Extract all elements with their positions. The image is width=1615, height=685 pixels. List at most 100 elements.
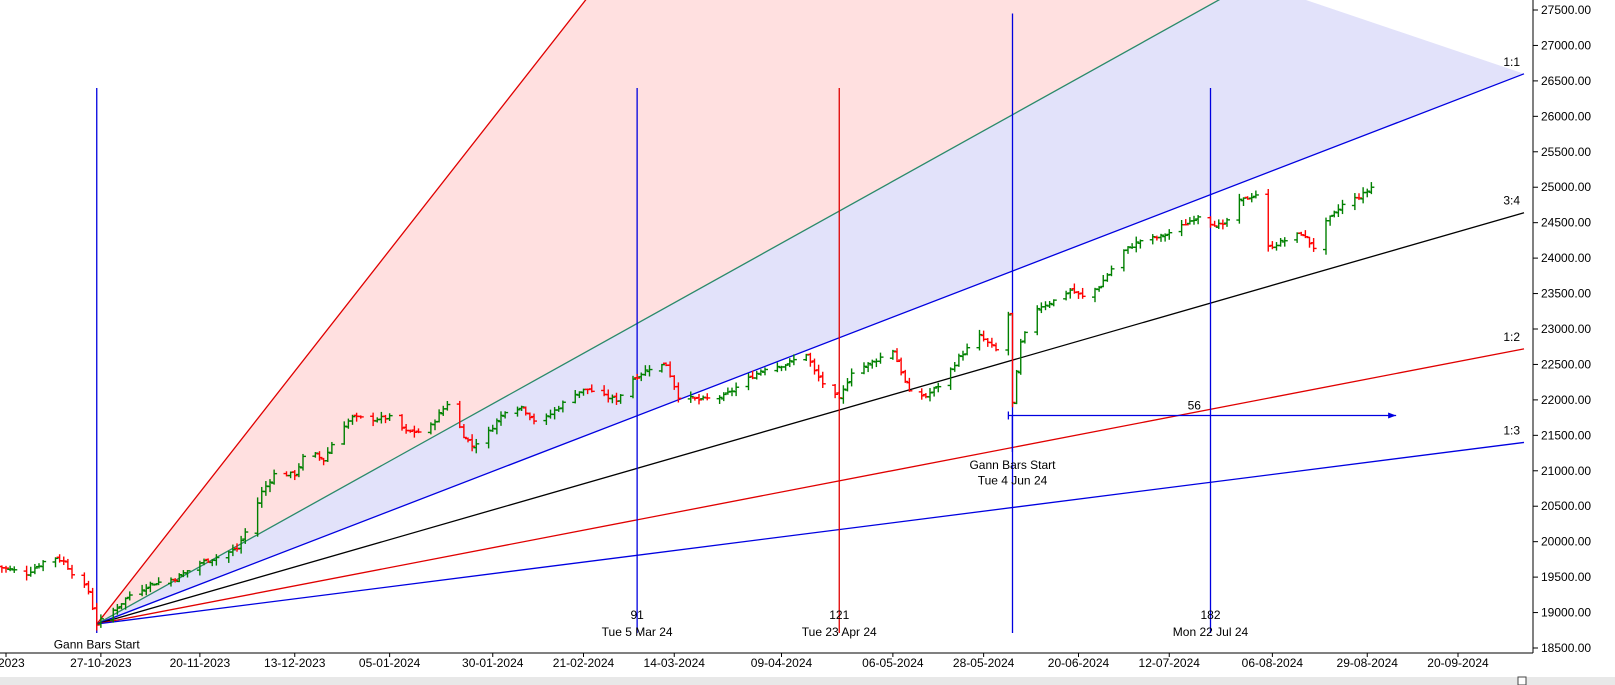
price-bar — [176, 573, 183, 583]
fan-ray-5 — [96, 441, 1525, 625]
price-bar — [514, 406, 521, 417]
price-bar — [1356, 193, 1362, 201]
x-tick-label: 09-04-2024 — [751, 656, 813, 670]
x-tick-label: 29-08-2024 — [1337, 656, 1399, 670]
price-bar — [324, 447, 331, 462]
price-bar — [861, 362, 867, 375]
price-bar — [114, 603, 121, 615]
time-line-date: Mon 22 Jul 24 — [1173, 625, 1249, 639]
price-bar — [469, 434, 476, 452]
price-bar — [964, 343, 971, 356]
price-bar — [1277, 237, 1284, 247]
price-bar — [415, 428, 422, 434]
x-tick-label: 20-11-2023 — [170, 656, 231, 670]
price-bar — [357, 415, 364, 419]
price-bar — [696, 393, 702, 405]
price-bar — [1178, 220, 1185, 237]
price-bar — [1166, 229, 1173, 240]
x-tick-label: 13-12-2023 — [264, 656, 326, 670]
price-bar — [931, 386, 938, 397]
y-tick-label: 25000.00 — [1541, 180, 1591, 194]
price-bar — [894, 348, 900, 363]
price-bar — [1017, 338, 1024, 375]
price-bar — [753, 370, 760, 380]
price-bar — [1129, 243, 1136, 249]
price-bar — [865, 362, 872, 373]
price-bar — [976, 329, 983, 351]
fan-rays — [96, 0, 1525, 625]
price-bar — [993, 342, 999, 352]
price-bar — [1162, 233, 1169, 242]
price-bar — [1207, 216, 1214, 228]
price-bar — [1005, 311, 1012, 356]
price-bar — [1298, 231, 1305, 236]
price-bar — [1339, 199, 1346, 215]
price-bar — [848, 368, 855, 387]
price-bar — [782, 364, 789, 371]
fan-ray-label: 3:4 — [1503, 194, 1520, 208]
price-bar — [716, 395, 723, 404]
y-tick-label: 24000.00 — [1541, 251, 1591, 265]
y-tick-label: 23500.00 — [1541, 287, 1591, 301]
price-bar — [877, 352, 884, 364]
price-bar — [60, 556, 67, 566]
price-bar — [786, 358, 793, 368]
y-tick-label: 23000.00 — [1541, 322, 1591, 336]
price-bar — [172, 578, 179, 583]
x-tick-label: 14-03-2024 — [644, 656, 706, 670]
price-bar — [609, 394, 616, 404]
price-bar — [155, 577, 162, 586]
fan-ray-label: 1:3 — [1503, 423, 1520, 437]
price-bar — [242, 528, 249, 544]
annotation-text: Gann Bars Start — [969, 458, 1056, 472]
price-bar — [52, 557, 59, 568]
price-bar — [1108, 265, 1115, 277]
price-bar — [386, 413, 393, 421]
price-bar — [898, 357, 905, 376]
price-bar — [184, 570, 191, 578]
price-bar — [1368, 182, 1375, 195]
price-bar — [844, 378, 851, 392]
price-bar — [312, 452, 319, 458]
price-bar — [201, 558, 207, 566]
price-bar — [811, 358, 818, 375]
time-line-count: 182 — [1200, 608, 1220, 622]
price-bar — [97, 614, 104, 628]
price-bar — [3, 565, 9, 573]
price-bar — [807, 352, 814, 367]
price-bar — [951, 361, 958, 372]
measure-arrow-head — [1388, 412, 1397, 419]
x-tick-label: 20-09-2024 — [1427, 656, 1489, 670]
price-bar — [1219, 219, 1226, 230]
price-bar — [1050, 299, 1057, 307]
price-bar — [139, 584, 146, 597]
x-tick-label: 21-02-2024 — [553, 656, 615, 670]
price-bar — [143, 584, 150, 596]
x-tick-label: 28-05-2024 — [953, 656, 1015, 670]
price-bar — [1137, 239, 1144, 249]
x-tick-label: 05-01-2024 — [359, 656, 421, 670]
price-bar — [1034, 305, 1041, 336]
price-bar — [1265, 188, 1272, 252]
price-bar — [1360, 187, 1367, 204]
price-bar — [745, 373, 752, 391]
measure-arrow — [1007, 411, 1397, 452]
price-bar — [300, 453, 306, 471]
annotation-text: Gann Bars Start — [54, 637, 141, 651]
time-line-count: 91 — [630, 608, 644, 622]
price-bar — [543, 413, 550, 425]
price-bar — [687, 391, 694, 403]
y-tick-label: 18500.00 — [1541, 641, 1591, 655]
price-bar — [291, 470, 298, 481]
price-bar — [1244, 196, 1251, 200]
price-bar — [436, 409, 443, 423]
price-bar — [918, 388, 925, 400]
fan-ray-label: 1:1 — [1503, 55, 1520, 69]
scrollbar-track — [0, 677, 1615, 685]
price-bar — [691, 396, 698, 401]
x-tick-label: 30-01-2024 — [462, 656, 524, 670]
price-bar — [1182, 219, 1189, 226]
price-bar — [1063, 290, 1070, 301]
price-bar — [473, 438, 480, 454]
